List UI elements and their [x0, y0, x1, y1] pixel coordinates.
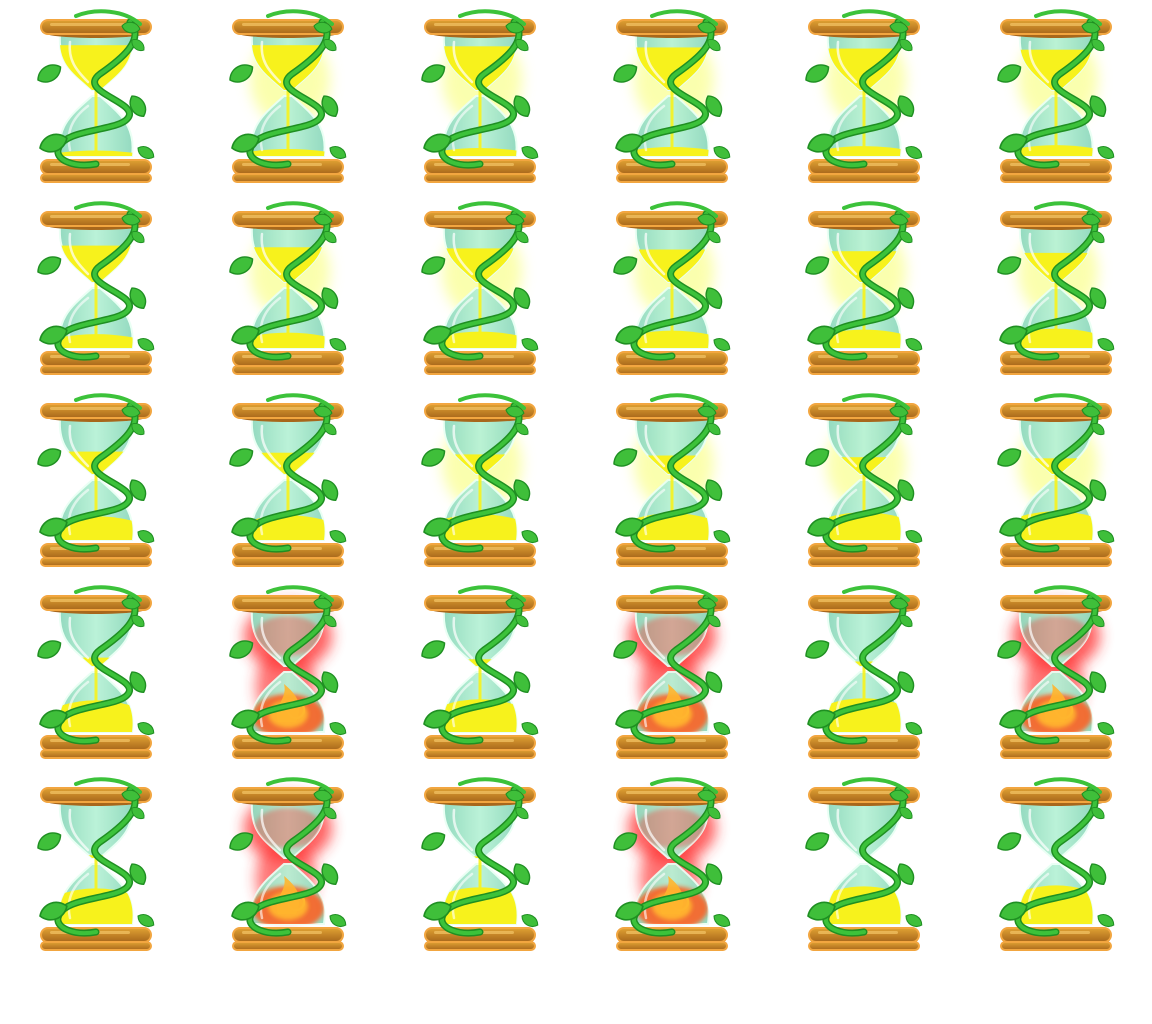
hourglass-frame-20 [192, 576, 384, 768]
hourglass-frame-25 [0, 768, 192, 960]
hourglass-frame-10 [576, 192, 768, 384]
hourglass-frame-2 [192, 0, 384, 192]
hourglass-frame-11 [768, 192, 960, 384]
hourglass-frame-9 [384, 192, 576, 384]
hourglass-icon [421, 777, 539, 951]
hourglass-frame-24 [960, 576, 1152, 768]
hourglass-icon [997, 393, 1115, 567]
hourglass-icon [37, 393, 155, 567]
hourglass-frame-21 [384, 576, 576, 768]
hourglass-icon [805, 201, 923, 375]
hourglass-icon [421, 201, 539, 375]
hourglass-icon [229, 393, 347, 567]
hourglass-frame-27 [384, 768, 576, 960]
hourglass-frame-5 [768, 0, 960, 192]
hourglass-icon [421, 585, 539, 759]
hourglass-frame-23 [768, 576, 960, 768]
hourglass-frame-4 [576, 0, 768, 192]
hourglass-frame-7 [0, 192, 192, 384]
hourglass-frame-26 [192, 768, 384, 960]
hourglass-icon [421, 9, 539, 183]
hourglass-icon [613, 777, 731, 951]
hourglass-icon [997, 777, 1115, 951]
hourglass-icon [229, 9, 347, 183]
hourglass-icon [229, 585, 347, 759]
hourglass-icon [997, 9, 1115, 183]
hourglass-frame-19 [0, 576, 192, 768]
hourglass-frame-13 [0, 384, 192, 576]
hourglass-icon [805, 777, 923, 951]
hourglass-icon [805, 585, 923, 759]
hourglass-frame-28 [576, 768, 768, 960]
hourglass-frame-16 [576, 384, 768, 576]
hourglass-frame-29 [768, 768, 960, 960]
hourglass-icon [229, 777, 347, 951]
hourglass-icon [805, 9, 923, 183]
hourglass-frame-22 [576, 576, 768, 768]
hourglass-frame-3 [384, 0, 576, 192]
hourglass-frame-8 [192, 192, 384, 384]
hourglass-frame-1 [0, 0, 192, 192]
hourglass-icon [805, 393, 923, 567]
hourglass-frame-18 [960, 384, 1152, 576]
hourglass-icon [229, 201, 347, 375]
hourglass-icon [613, 585, 731, 759]
hourglass-icon [997, 201, 1115, 375]
hourglass-frame-6 [960, 0, 1152, 192]
hourglass-icon [37, 201, 155, 375]
hourglass-icon [421, 393, 539, 567]
hourglass-frame-30 [960, 768, 1152, 960]
hourglass-icon [613, 9, 731, 183]
hourglass-icon [37, 585, 155, 759]
hourglass-icon [997, 585, 1115, 759]
hourglass-frame-17 [768, 384, 960, 576]
hourglass-frame-14 [192, 384, 384, 576]
hourglass-frame-12 [960, 192, 1152, 384]
hourglass-icon [613, 393, 731, 567]
hourglass-frame-15 [384, 384, 576, 576]
hourglass-icon [613, 201, 731, 375]
hourglass-icon [37, 777, 155, 951]
hourglass-icon [37, 9, 155, 183]
